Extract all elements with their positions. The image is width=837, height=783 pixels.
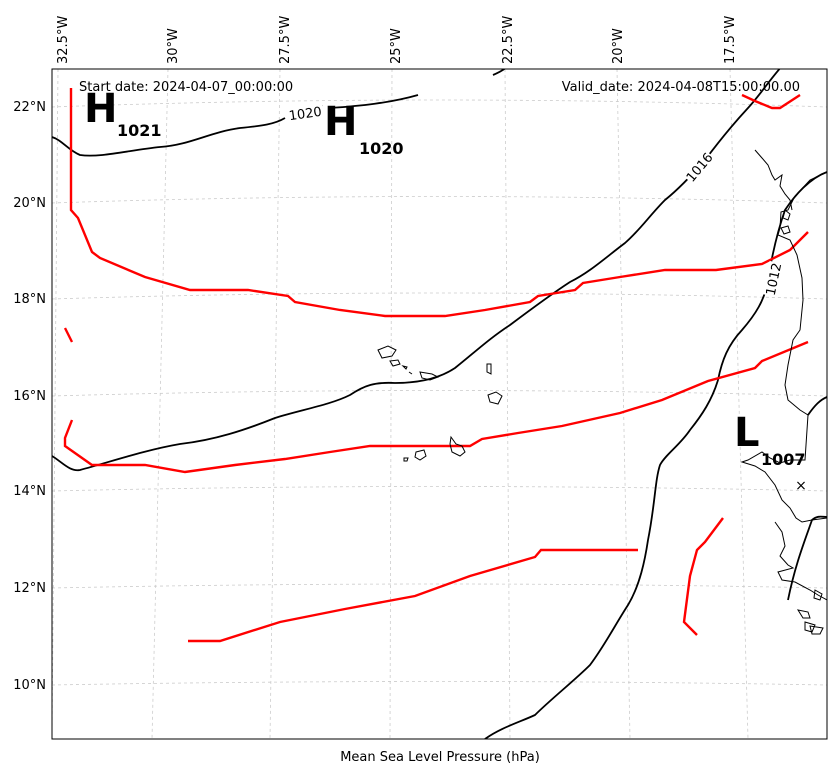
lon-tick-20w: 20°W [611,28,626,64]
african-coast [740,171,827,601]
latitude-ticks: 22°N 20°N 18°N 16°N 14°N 12°N 10°N [13,100,46,693]
lon-tick-27-5w: 27.5°W [278,16,293,64]
canary-islands [780,209,791,235]
lon-tick-25w: 25°W [389,28,404,64]
high-value-2: 1020 [359,139,404,158]
front-line-1 [69,88,809,318]
front-line-6 [741,93,801,110]
lat-tick-16n: 16°N [13,389,46,404]
high-marker-1: H [84,86,117,132]
cape-verde-sao-nicolau [419,371,440,381]
coastlines [377,149,827,635]
lat-tick-10n: 10°N [13,678,46,693]
cape-verde-santiago [449,435,466,457]
cape-verde-sal [486,363,492,375]
isobar-labels: 1020 1016 1012 [286,102,786,298]
graticule [51,68,828,740]
coast-south [796,589,824,635]
low-value: 1007 [761,450,806,469]
isobar-1020 [52,117,286,157]
isobar-1020-top [492,69,506,76]
front-line-2 [63,327,74,343]
isobar-label-1012: 1012 [764,262,786,297]
cape-verde-brava [403,457,409,462]
lat-tick-22n: 22°N [13,100,46,115]
lon-tick-32-5w: 32.5°W [56,16,71,64]
cape-verde-boa-vista [487,391,503,405]
pressure-systems: H 1021 H 1020 L 1007 × × [84,86,807,494]
lat-tick-18n: 18°N [13,292,46,307]
map-frame [51,68,828,740]
isobar-label-1020: 1020 [288,105,323,124]
front-line-5 [682,517,724,636]
high-marker-2: H [324,99,357,145]
cape-verde-santa-luzia [401,365,413,375]
western-sahara-coast [754,149,793,211]
start-date-label: Start date: 2024-04-07_00:00:00 [79,80,293,95]
longitude-ticks: 32.5°W 30°W 27.5°W 25°W 22.5°W 20°W 17.5… [56,16,738,64]
front-line-4 [188,548,638,643]
high-value-1: 1021 [117,121,162,140]
front-line-3 [63,340,809,474]
fronts [63,88,809,643]
lat-tick-20n: 20°N [13,196,46,211]
lon-tick-17-5w: 17.5°W [723,16,738,64]
valid-date-label: Valid_date: 2024-04-08T15:00:00.00 [562,80,800,95]
cape-verde-santo-antao [377,345,397,359]
low-marker: L [734,410,760,456]
isobar-1020-east [329,94,419,109]
isobar-1008 [807,396,827,416]
lon-tick-30w: 30°W [166,28,181,64]
cape-verde-sao-vicente [389,359,401,367]
lat-tick-14n: 14°N [13,484,46,499]
lon-tick-22-5w: 22.5°W [501,16,516,64]
cape-verde-fogo [414,449,427,461]
lat-tick-12n: 12°N [13,581,46,596]
low-center-mark: × [795,478,807,494]
map-caption: Mean Sea Level Pressure (hPa) [340,750,540,765]
